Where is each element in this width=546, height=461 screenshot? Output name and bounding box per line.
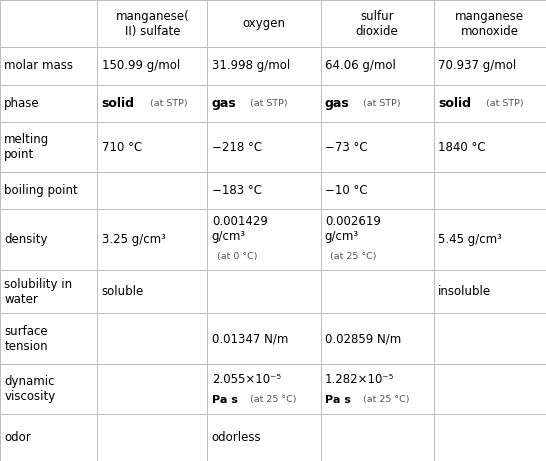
Text: (at STP): (at STP): [246, 99, 287, 108]
Text: Pa s: Pa s: [212, 395, 238, 405]
Text: surface
tension: surface tension: [4, 325, 48, 353]
Text: solubility in
water: solubility in water: [4, 278, 73, 306]
Text: manganese
monoxide: manganese monoxide: [455, 10, 524, 37]
Text: 5.45 g/cm³: 5.45 g/cm³: [438, 233, 502, 246]
Text: 3.25 g/cm³: 3.25 g/cm³: [102, 233, 165, 246]
Text: 70.937 g/mol: 70.937 g/mol: [438, 59, 516, 72]
Text: (at 0 °C): (at 0 °C): [217, 252, 258, 261]
Text: solid: solid: [438, 97, 471, 110]
Text: dynamic
viscosity: dynamic viscosity: [4, 375, 56, 403]
Text: solid: solid: [102, 97, 134, 110]
Text: gas: gas: [325, 97, 349, 110]
Text: phase: phase: [4, 97, 40, 110]
Text: soluble: soluble: [102, 285, 144, 298]
Text: −10 °C: −10 °C: [325, 184, 367, 197]
Text: −218 °C: −218 °C: [212, 141, 262, 154]
Text: sulfur
dioxide: sulfur dioxide: [355, 10, 399, 37]
Text: 710 °C: 710 °C: [102, 141, 142, 154]
Text: 31.998 g/mol: 31.998 g/mol: [212, 59, 290, 72]
Text: boiling point: boiling point: [4, 184, 78, 197]
Text: −183 °C: −183 °C: [212, 184, 262, 197]
Text: insoluble: insoluble: [438, 285, 491, 298]
Text: density: density: [4, 233, 48, 246]
Text: 0.001429
g/cm³: 0.001429 g/cm³: [212, 215, 268, 243]
Text: (at STP): (at STP): [483, 99, 524, 108]
Text: odorless: odorless: [212, 431, 262, 444]
Text: Pa s: Pa s: [325, 395, 351, 405]
Text: (at STP): (at STP): [359, 99, 400, 108]
Text: 150.99 g/mol: 150.99 g/mol: [102, 59, 180, 72]
Text: molar mass: molar mass: [4, 59, 73, 72]
Text: odor: odor: [4, 431, 31, 444]
Text: (at 25 °C): (at 25 °C): [360, 396, 410, 404]
Text: melting
point: melting point: [4, 133, 50, 161]
Text: (at 25 °C): (at 25 °C): [247, 396, 297, 404]
Text: 0.01347 N/m: 0.01347 N/m: [212, 332, 288, 345]
Text: 0.02859 N/m: 0.02859 N/m: [325, 332, 401, 345]
Text: gas: gas: [212, 97, 236, 110]
Text: 2.055×10⁻⁵: 2.055×10⁻⁵: [212, 373, 281, 386]
Text: (at 25 °C): (at 25 °C): [330, 252, 377, 261]
Text: 0.002619
g/cm³: 0.002619 g/cm³: [325, 215, 381, 243]
Text: 64.06 g/mol: 64.06 g/mol: [325, 59, 396, 72]
Text: (at STP): (at STP): [147, 99, 187, 108]
Text: manganese(
II) sulfate: manganese( II) sulfate: [115, 10, 189, 37]
Text: 1.282×10⁻⁵: 1.282×10⁻⁵: [325, 373, 394, 386]
Text: 1840 °C: 1840 °C: [438, 141, 485, 154]
Text: −73 °C: −73 °C: [325, 141, 367, 154]
Text: oxygen: oxygen: [242, 17, 286, 30]
